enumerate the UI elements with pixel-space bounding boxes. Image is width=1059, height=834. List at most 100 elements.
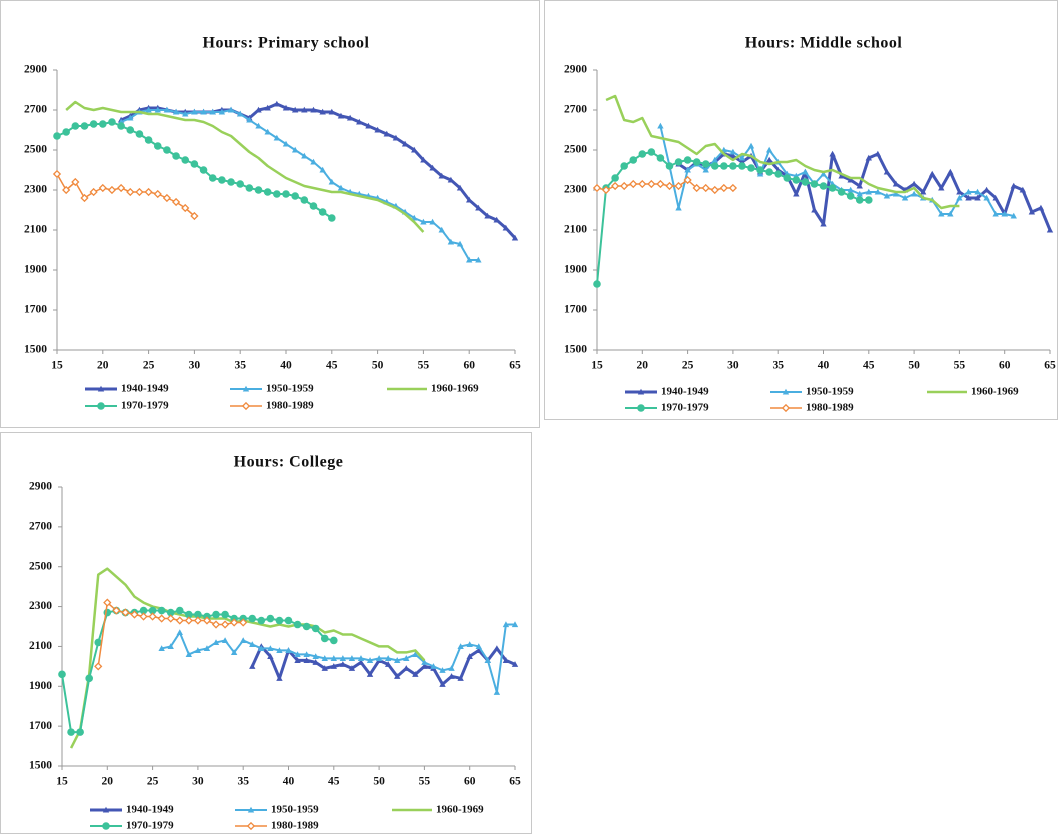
data-point [865, 196, 873, 204]
data-point [321, 665, 328, 671]
data-point [702, 166, 709, 173]
data-point [212, 610, 220, 619]
data-point [202, 616, 212, 625]
data-point [112, 606, 121, 615]
y-tick-label: 1500 [29, 760, 52, 772]
data-point [638, 150, 647, 158]
data-point [144, 136, 153, 144]
data-point [983, 194, 990, 201]
x-tick-label: 40 [283, 776, 295, 788]
data-point [157, 614, 166, 623]
data-point [239, 618, 248, 627]
data-point [135, 130, 144, 138]
data-point [965, 188, 972, 195]
data-point [98, 183, 107, 193]
data-point [203, 645, 211, 651]
data-point [264, 128, 271, 135]
data-point [493, 216, 500, 223]
data-point [938, 210, 945, 217]
series-line [69, 567, 426, 749]
data-point [103, 598, 112, 607]
data-point [311, 624, 320, 633]
x-tick-label: 55 [419, 776, 431, 788]
data-point [320, 634, 329, 643]
data-point [729, 162, 737, 170]
data-point [126, 126, 135, 134]
data-point [710, 185, 719, 195]
legend-marker [246, 821, 256, 831]
data-point [466, 653, 473, 659]
data-point [475, 204, 482, 211]
data-point [484, 212, 491, 219]
data-point [592, 183, 602, 193]
data-point [647, 179, 656, 189]
y-tick-label: 2100 [24, 224, 47, 236]
data-point [1046, 226, 1054, 233]
data-point [792, 176, 801, 184]
data-point [282, 190, 290, 198]
legend-marker [782, 388, 790, 395]
data-point [1010, 182, 1017, 189]
legend-label: 1940-1949 [126, 804, 174, 816]
y-tick-label: 2500 [564, 144, 587, 156]
data-point [356, 118, 363, 125]
data-point [199, 166, 208, 174]
data-point [153, 142, 162, 150]
data-point [956, 188, 963, 195]
data-point [729, 152, 737, 159]
legend-label: 1960-1969 [436, 804, 484, 816]
x-tick-label: 45 [328, 776, 340, 788]
legend-marker [781, 403, 791, 413]
data-point [974, 188, 981, 195]
data-point [394, 673, 401, 679]
data-point [300, 196, 309, 204]
data-point [701, 160, 710, 168]
data-point [801, 178, 810, 186]
x-tick-label: 20 [102, 776, 114, 788]
data-point [163, 106, 171, 113]
y-tick-label: 2500 [29, 560, 52, 572]
data-point [974, 194, 981, 201]
data-point [665, 181, 674, 191]
x-tick-label: 60 [464, 776, 476, 788]
data-point [511, 234, 519, 241]
data-point [89, 187, 98, 197]
data-point [738, 154, 746, 161]
data-point [227, 178, 235, 186]
x-tick-label: 20 [97, 360, 109, 372]
data-point [263, 188, 272, 196]
data-point [357, 659, 365, 665]
y-tick-label: 1700 [564, 304, 587, 316]
legend-marker [102, 806, 110, 813]
legend-label: 1960-1969 [431, 383, 479, 395]
x-tick-label: 45 [326, 360, 338, 372]
data-point [276, 675, 283, 681]
data-point [892, 190, 900, 197]
data-point [80, 122, 89, 130]
data-point [194, 647, 202, 653]
data-point [294, 657, 301, 663]
data-point [108, 118, 116, 126]
data-point [366, 671, 374, 677]
data-point [366, 657, 374, 663]
data-point [249, 663, 256, 669]
data-point [420, 218, 427, 225]
data-point [185, 610, 193, 619]
data-point [656, 179, 665, 189]
data-point [273, 190, 281, 198]
data-point [674, 181, 683, 191]
data-point [58, 670, 66, 679]
data-point [447, 238, 455, 245]
data-point [148, 612, 157, 621]
data-point [793, 190, 800, 197]
data-point [710, 162, 719, 170]
data-point [457, 675, 464, 681]
y-tick-label: 2900 [564, 64, 587, 76]
data-point [126, 187, 135, 197]
data-point [439, 667, 446, 673]
x-tick-label: 65 [509, 776, 521, 788]
legend-label: 1940-1949 [661, 386, 709, 398]
data-point [1010, 212, 1017, 219]
chart-title: Hours: Middle school [745, 35, 903, 52]
